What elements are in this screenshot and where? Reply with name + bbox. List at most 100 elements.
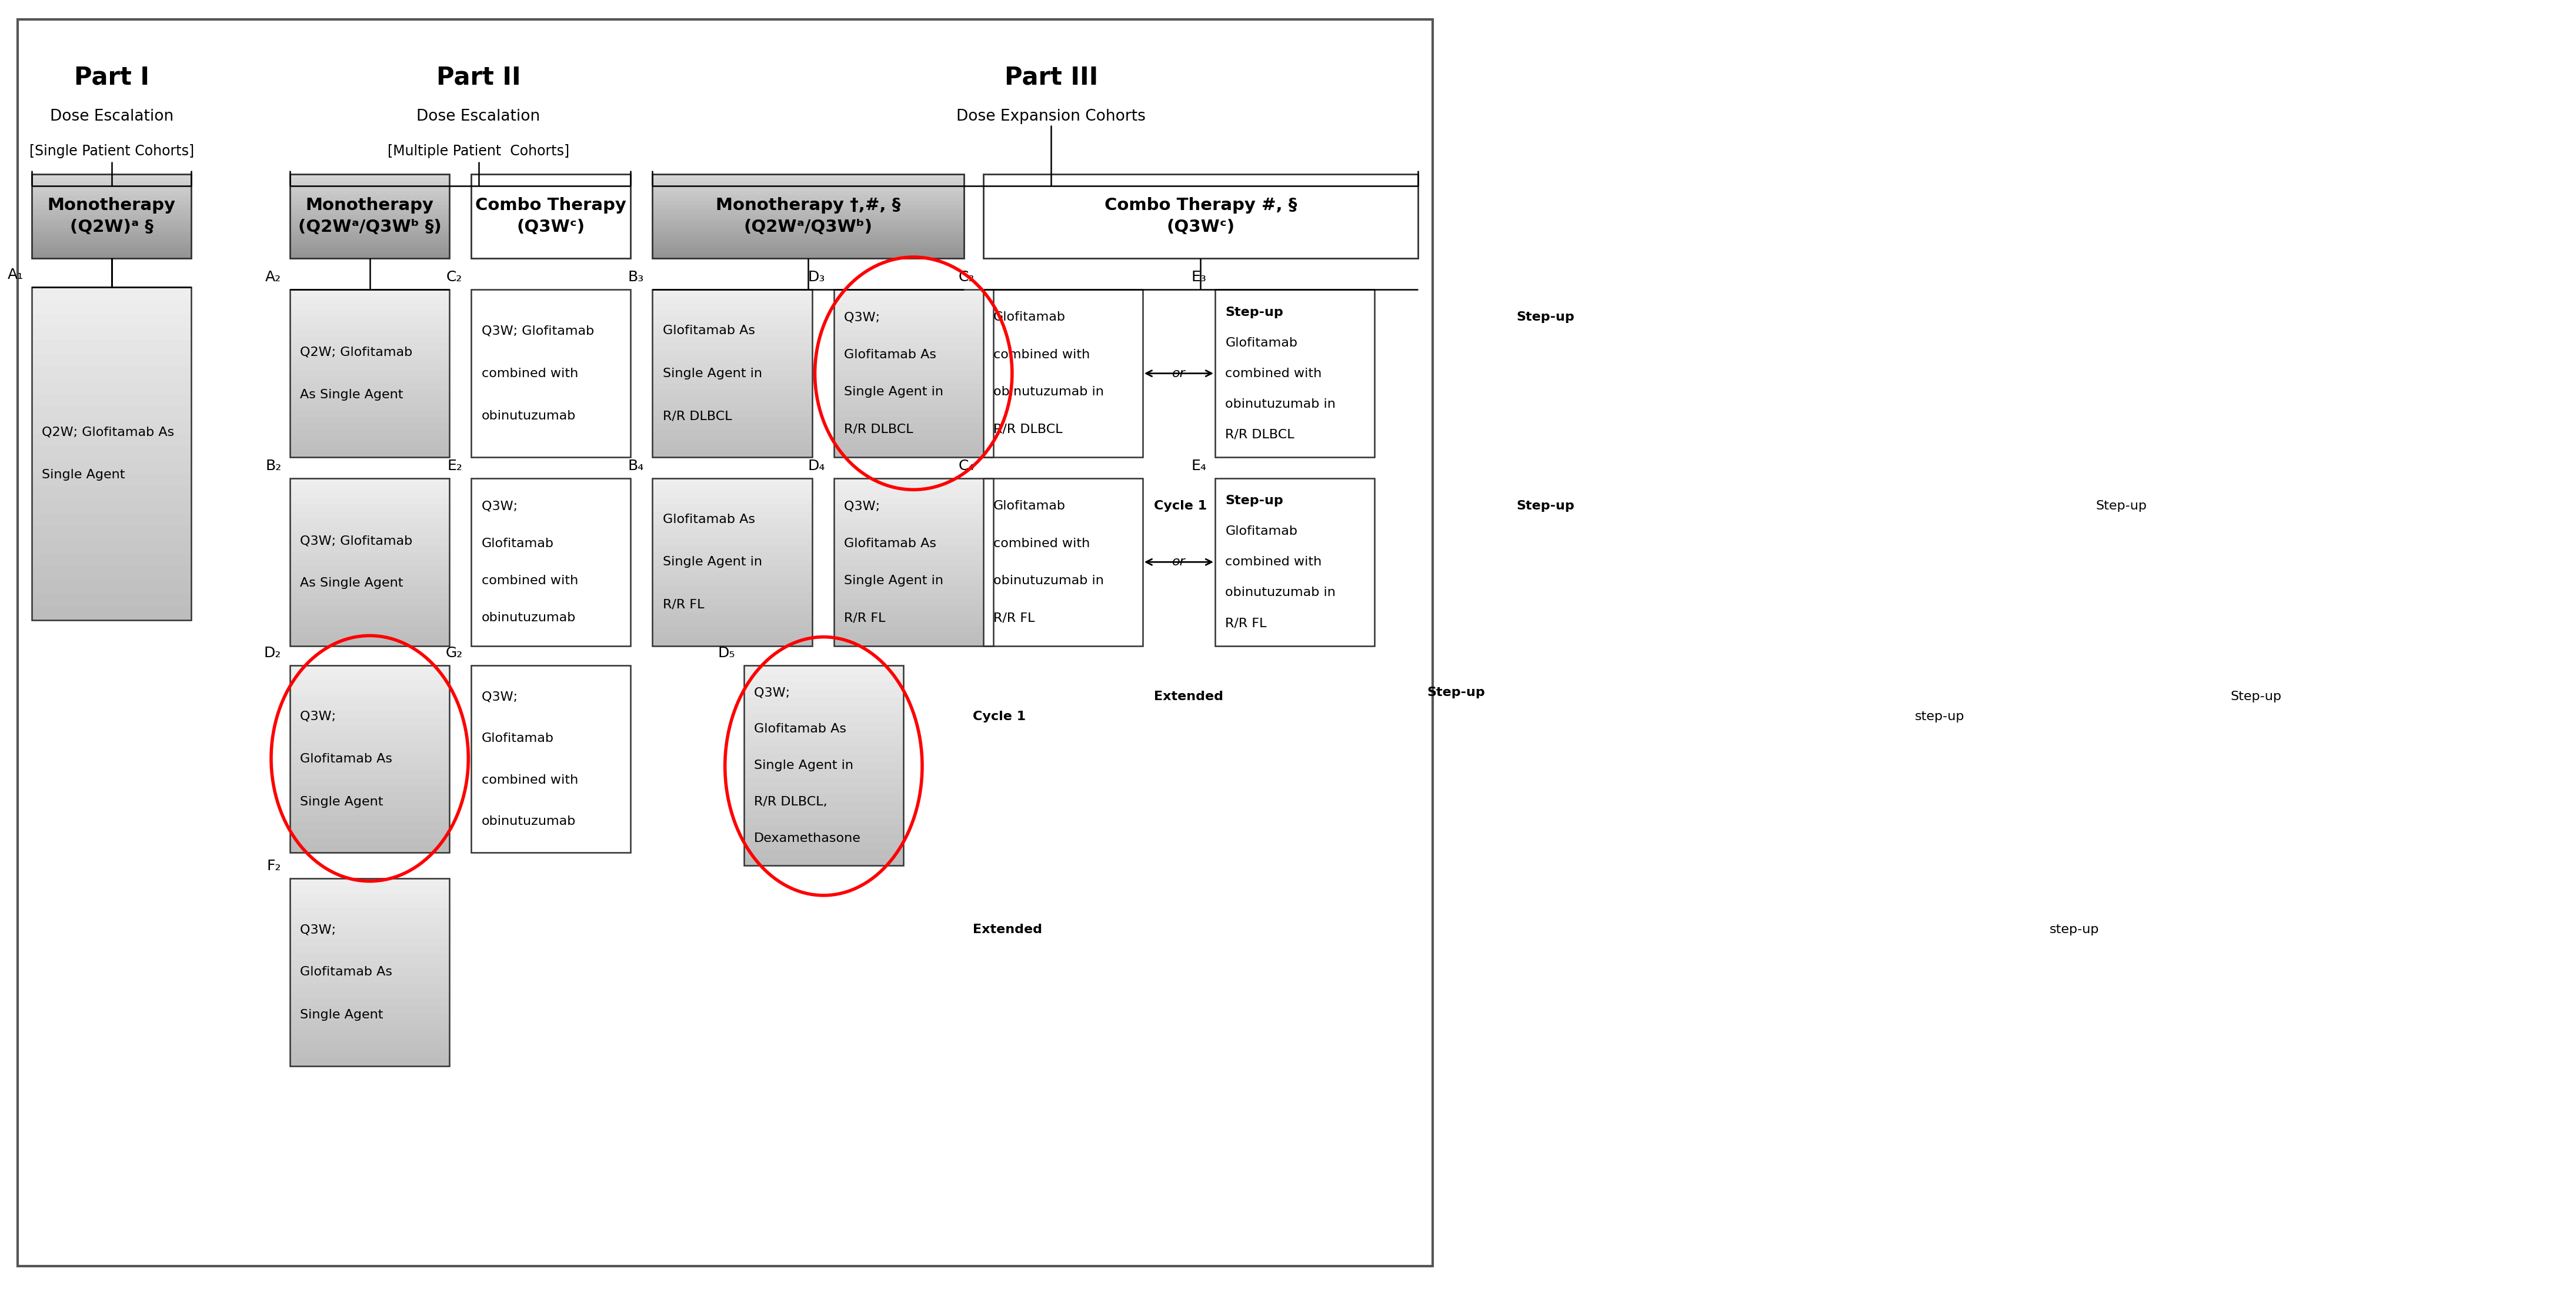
Text: R/R FL: R/R FL [1226, 618, 1267, 629]
Bar [652, 512, 811, 518]
Text: E₄: E₄ [1190, 459, 1206, 473]
Bar [835, 633, 994, 640]
Bar [835, 499, 994, 505]
Bar [652, 572, 811, 579]
Bar [291, 329, 448, 336]
Bar [291, 310, 448, 317]
Bar [835, 478, 994, 484]
Bar [744, 730, 904, 738]
Bar [291, 195, 448, 198]
Bar [291, 733, 448, 740]
Text: obinutuzumab: obinutuzumab [482, 815, 574, 827]
Bar [744, 801, 904, 810]
Bar [291, 302, 448, 310]
Bar [652, 231, 963, 235]
Bar [291, 178, 448, 181]
Bar [652, 518, 811, 525]
Bar [31, 238, 191, 242]
Bar [835, 579, 994, 585]
Bar [652, 384, 811, 390]
Bar [835, 572, 994, 579]
Text: R/R DLBCL: R/R DLBCL [994, 424, 1061, 435]
Bar [652, 397, 811, 403]
Bar [744, 850, 904, 858]
Bar [835, 370, 994, 377]
Bar [652, 289, 811, 457]
Bar [652, 202, 963, 204]
Bar [291, 478, 448, 484]
Text: Glofitamab: Glofitamab [994, 311, 1066, 323]
Bar [652, 255, 963, 258]
Bar [291, 518, 448, 525]
Bar [291, 245, 448, 248]
Bar [291, 532, 448, 539]
Bar [291, 218, 448, 221]
Bar [291, 424, 448, 430]
Bar [31, 195, 191, 198]
Bar [652, 390, 811, 397]
Bar [291, 491, 448, 499]
Bar [291, 983, 448, 991]
Text: Glofitamab As: Glofitamab As [845, 537, 935, 549]
Text: B₂: B₂ [265, 459, 281, 473]
Bar [291, 879, 448, 1066]
Text: Q3W;: Q3W; [755, 687, 793, 699]
Bar [291, 525, 448, 532]
Bar [835, 363, 994, 370]
Bar [835, 390, 994, 397]
Bar [984, 478, 1144, 646]
Bar [291, 191, 448, 195]
Bar [744, 673, 904, 681]
Bar [291, 187, 448, 191]
Bar [744, 778, 904, 786]
Bar [652, 377, 811, 384]
Bar [291, 289, 448, 296]
Text: obinutuzumab in: obinutuzumab in [1226, 398, 1337, 410]
Bar [291, 592, 448, 599]
Bar [652, 478, 811, 484]
Bar [1216, 478, 1376, 646]
Text: R/R DLBCL,: R/R DLBCL, [755, 796, 827, 807]
Bar [31, 460, 191, 473]
Bar [291, 640, 448, 646]
Bar [291, 770, 448, 778]
Bar [652, 411, 811, 417]
Bar [835, 606, 994, 612]
Bar [291, 377, 448, 384]
Bar [291, 585, 448, 592]
Text: Q2W; Glofitamab As: Q2W; Glofitamab As [41, 426, 175, 438]
Text: combined with: combined with [1226, 556, 1321, 568]
Bar [835, 552, 994, 558]
Bar [291, 879, 448, 886]
Bar [652, 289, 811, 296]
Bar [291, 687, 448, 695]
Bar [291, 417, 448, 424]
Bar [744, 761, 904, 770]
Bar [31, 420, 191, 434]
Bar [31, 447, 191, 460]
Text: Glofitamab As: Glofitamab As [755, 724, 848, 735]
Text: combined with: combined with [482, 575, 577, 587]
Text: Monotherapy
(Q2Wᵃ/Q3Wᵇ §): Monotherapy (Q2Wᵃ/Q3Wᵇ §) [299, 198, 440, 235]
Bar [652, 484, 811, 491]
Bar [31, 231, 191, 235]
Bar [652, 558, 811, 566]
Bar [835, 296, 994, 302]
Bar [291, 665, 448, 673]
Text: A₂: A₂ [265, 270, 281, 284]
Text: Part III: Part III [1005, 65, 1097, 90]
Bar [835, 491, 994, 499]
Bar [291, 1036, 448, 1044]
Bar [31, 287, 191, 300]
Bar [291, 831, 448, 837]
Bar [744, 753, 904, 761]
Text: G₂: G₂ [446, 646, 464, 660]
Text: Glofitamab As: Glofitamab As [662, 513, 755, 526]
Bar [652, 478, 811, 646]
Bar [471, 478, 631, 646]
Text: combined with: combined with [1226, 367, 1321, 380]
Bar [31, 208, 191, 212]
Bar [291, 181, 448, 185]
Bar [744, 826, 904, 833]
Bar [291, 296, 448, 302]
